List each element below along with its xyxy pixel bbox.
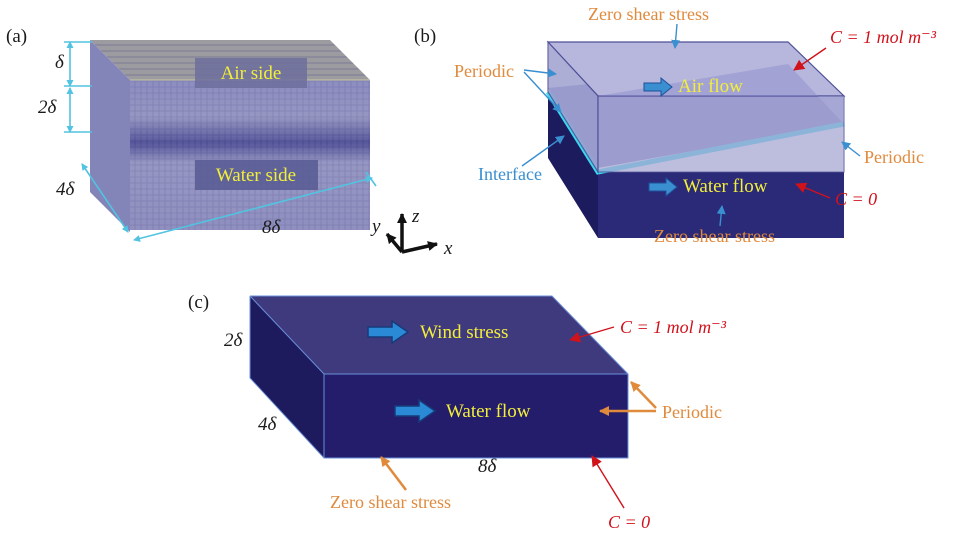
panel-c-tag: (c) [188,292,209,313]
panel-c-bottom-bc-label: Zero shear stress [330,492,451,512]
panel-a-dim-8delta: 8δ [262,217,282,238]
panel-c-bottom-conc-label: C = 0 [608,512,650,532]
panel-c-wind-stress-label: Wind stress [420,322,508,343]
panel-b-top-bc-arrow [671,23,681,49]
panel-b-tag: (b) [414,26,436,47]
panel-b-interface-arrow [521,135,565,167]
panel-a-air-side-bg [195,58,307,88]
axis-y-label: y [370,216,381,237]
panel-b-water-flow-label: Water flow [683,176,768,197]
panel-c-dim-2delta: 2δ [224,330,244,351]
panel-c-bottom-conc-arrow [591,455,625,509]
panel-c-top-face [250,296,628,374]
panel-c-top-conc-arrow [569,326,615,343]
panel-c-dim-8delta: 8δ [478,456,498,477]
panel-c-front-face [324,374,628,458]
panel-b-air-front-face [597,95,845,173]
panel-c-periodic-arrow-2 [630,381,657,409]
panel-a-dim-2delta: 2δ [38,97,58,118]
panel-b-top-conc-label: C = 1 mol m⁻³ [830,27,937,47]
panel-c-top-conc-label: C = 1 mol m⁻³ [620,317,727,337]
panel-b-periodic-left-arrow-2 [523,71,562,113]
panel-c-water-flow-arrow [394,398,437,424]
panel-a-dim-delta: δ [55,52,65,73]
panel-c-water-flow-label: Water flow [446,401,531,422]
panel-a-air-side-label: Air side [221,63,282,84]
panel-b-water-flow-arrow [648,176,678,198]
panel-b-periodic-left-label: Periodic [454,61,514,81]
panel-b-bottom-conc-label: C = 0 [835,189,877,209]
panel-b-periodic-left-arrow-1 [523,68,557,78]
panel-a-dim-4delta: 4δ [56,179,76,200]
panel-c-dim-4delta: 4δ [258,414,278,435]
panel-b: (b) Air flow Water flow Zero shear stres… [414,4,937,246]
panel-b-interface-label: Interface [478,164,542,184]
panel-c-bottom-bc-arrow [380,456,407,491]
panel-a-dim-4delta-line [81,163,129,233]
axis-y-arrow [385,232,404,254]
panel-b-top-conc-arrow [793,47,827,71]
panel-b-periodic-right-arrow [841,141,861,157]
panel-c-wind-stress-arrow [367,319,410,345]
panel-a: (a) Air side Water side δ 2δ 4δ 8δ [6,26,377,242]
axis-x-arrow [401,241,438,254]
panel-b-bottom-bc-label: Zero shear stress [654,226,775,246]
panel-c: (c) Wind stress Water flow 2δ 4δ 8δ C = … [188,292,727,532]
axes-triad: z y x [370,206,453,259]
panel-b-bottom-bc-arrow [716,205,726,227]
panel-a-dim-8delta-line [133,176,373,242]
panel-a-water-side-label: Water side [216,165,296,186]
panel-c-side-face [250,296,324,458]
panel-b-bottom-conc-arrow [795,182,831,199]
panel-b-periodic-right-label: Periodic [864,147,924,167]
panel-b-air-flow-arrow [643,76,673,98]
axis-x-label: x [443,238,453,259]
panel-a-tag: (a) [6,26,27,47]
axis-z-label: z [411,206,420,227]
panel-b-air-flow-label: Air flow [678,76,743,97]
panel-b-water-side-face [548,96,598,238]
panel-c-periodic-label: Periodic [662,402,722,422]
panel-b-top-bc-label: Zero shear stress [588,4,709,24]
